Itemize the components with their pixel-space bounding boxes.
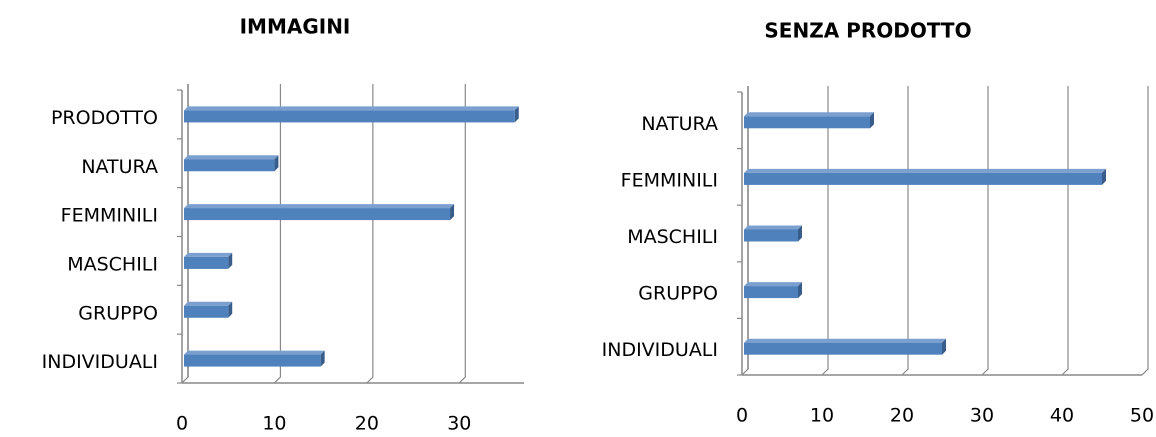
bar-front [184,110,515,123]
y-tick-label: MASCHILI [627,226,718,248]
bar-top [184,204,455,209]
bar-front [184,208,451,221]
bar-top [744,282,802,287]
x-tick-label: 20 [890,405,914,427]
x-tick-label: 10 [810,405,834,427]
bar-front [184,256,229,269]
x-tick-label: 40 [1050,405,1074,427]
grid-line [1141,86,1149,376]
bar [184,252,233,269]
bar [744,282,802,299]
bar-top [184,155,279,160]
y-tick-label: MASCHILI [67,253,158,275]
grid-line [981,86,989,376]
bar-front [744,172,1102,185]
bar [744,225,802,242]
bar-side [514,106,519,123]
x-tick-label: 0 [736,405,748,427]
bar-side [870,112,874,129]
bar [744,168,1106,185]
bar-top [184,350,325,355]
bar-side [798,282,802,299]
bar-front [184,354,321,367]
bar-side [942,338,946,355]
y-tick-label: GRUPPO [638,283,718,305]
x-tick-label: 30 [970,405,994,427]
grid-line [181,84,189,384]
bar-top [744,225,802,230]
bar-side [1102,168,1106,185]
bar-top [184,252,233,257]
bar-side [798,225,802,242]
y-tick-label: GRUPPO [78,302,158,324]
grid-line [821,86,829,376]
bar [744,338,946,355]
bar-front [744,342,942,355]
bar-side [228,301,233,318]
bar-front [744,116,870,129]
bar-top [184,301,233,306]
y-tick-label: PRODOTTO [51,107,158,129]
bar-top [744,112,874,117]
y-tick-label: NATURA [641,113,718,135]
x-tick-label: 50 [1130,405,1154,427]
bar-side [274,155,279,172]
bar [184,204,455,221]
bar-top [184,106,519,111]
grid-line [458,84,466,384]
chart-title: IMMAGINI [240,15,351,39]
bar-front [184,305,229,318]
grid-line [901,86,909,376]
bar-front [744,229,798,242]
chart-title: SENZA PRODOTTO [764,19,971,43]
bar-top [744,338,946,343]
y-tick-label: FEMMINILI [621,169,718,191]
bar-top [744,168,1106,173]
bar-side [320,350,325,367]
grid-line [274,84,282,384]
bar-front [744,286,798,299]
y-tick-label: INDIVIDUALI [42,351,158,373]
bar-side [228,252,233,269]
x-tick-label: 10 [262,413,286,435]
bar [184,301,233,318]
bar [184,155,279,172]
bar [184,106,519,123]
bar-front [184,159,275,172]
bar [744,112,874,129]
x-tick-label: 30 [447,413,471,435]
bar [184,350,325,367]
grid-line [366,84,374,384]
y-tick-label: FEMMINILI [61,205,158,227]
y-tick-label: INDIVIDUALI [602,339,718,361]
y-tick-label: NATURA [81,156,158,178]
bar-side [450,204,455,221]
x-tick-label: 20 [355,413,379,435]
grid-line [1061,86,1069,376]
x-tick-label: 0 [176,413,188,435]
